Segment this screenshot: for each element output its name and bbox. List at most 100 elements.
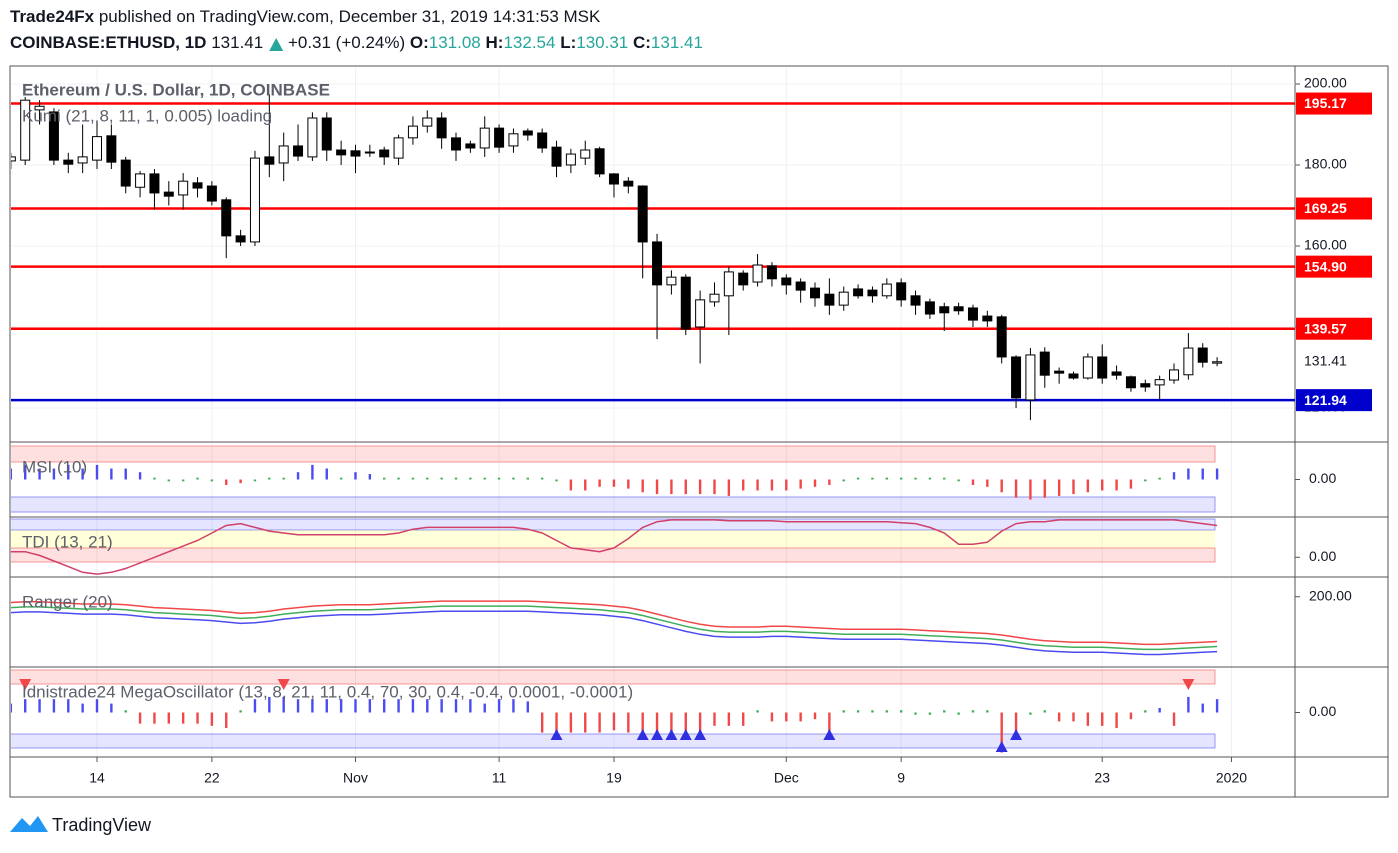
y-tick-label: 0.00: [1309, 470, 1336, 486]
histogram-bar: [138, 712, 142, 724]
candle-body: [178, 180, 189, 196]
histogram-bar: [1201, 468, 1204, 480]
histogram-bar: [986, 479, 989, 487]
candle-body: [63, 159, 74, 165]
candle-body: [393, 137, 404, 159]
histogram-bar: [497, 699, 501, 713]
histogram-bar: [526, 477, 530, 480]
sell-signal: [1182, 679, 1195, 690]
level-label: 121.94: [1304, 392, 1347, 408]
candle-body: [666, 276, 677, 286]
histogram-bar: [1072, 479, 1075, 495]
level-band: [11, 445, 1216, 463]
candle-body: [451, 137, 462, 151]
candle-body: [637, 185, 648, 243]
histogram-bar: [1000, 712, 1003, 753]
candle-body: [1125, 376, 1136, 389]
candle-body: [336, 149, 347, 156]
candle-body: [608, 173, 619, 185]
histogram-bar: [296, 472, 300, 480]
histogram-bar: [196, 477, 199, 480]
candle-body: [766, 265, 777, 280]
histogram-bar: [124, 710, 127, 713]
candle-body: [508, 133, 519, 147]
level-label-box: [1296, 92, 1372, 115]
histogram-bar: [555, 479, 558, 482]
histogram-bar: [1144, 479, 1147, 482]
indicator-label: MSI (10): [22, 457, 87, 476]
candle-body: [953, 306, 964, 312]
histogram-bar: [469, 477, 472, 480]
histogram-bar: [727, 479, 731, 496]
logo: TradingView: [10, 815, 152, 835]
histogram-bar: [785, 479, 788, 491]
last-price: 131.41: [211, 33, 263, 52]
histogram-bar: [899, 710, 903, 713]
histogram-bar: [95, 464, 99, 480]
histogram-bar: [928, 712, 932, 715]
histogram-bar: [899, 477, 903, 480]
histogram-bar: [641, 712, 644, 737]
level-band: [11, 518, 1216, 531]
histogram-bar: [81, 468, 84, 480]
histogram-bar: [856, 710, 860, 713]
candle-body: [479, 127, 490, 149]
histogram-bar: [483, 703, 486, 713]
buy-signal: [651, 729, 664, 740]
last-price-box: [1296, 351, 1372, 372]
candle-body: [135, 173, 146, 188]
y-tick-label: 200.00: [1309, 587, 1352, 603]
histogram-bar: [756, 479, 759, 491]
x-tick-label: Nov: [343, 770, 368, 786]
candle-body: [350, 150, 361, 157]
histogram-bar: [598, 479, 601, 487]
candle-body: [623, 180, 634, 187]
buy-signal: [995, 741, 1008, 752]
histogram-bar: [1115, 712, 1118, 729]
candle-body: [924, 301, 935, 315]
histogram-bar: [11, 468, 13, 480]
histogram-bar: [225, 712, 228, 729]
histogram-bar: [383, 477, 386, 480]
candle-body: [149, 173, 160, 194]
histogram-bar: [225, 479, 228, 485]
histogram-bar: [1187, 468, 1190, 480]
histogram-bar: [971, 710, 975, 713]
histogram-bar: [943, 710, 946, 713]
candle-body: [996, 316, 1007, 358]
candle-body: [163, 191, 174, 197]
candle-body: [1154, 379, 1165, 386]
histogram-bar: [612, 479, 616, 487]
histogram-bar: [110, 468, 113, 480]
buy-signal: [823, 729, 836, 740]
histogram-bar: [1129, 712, 1133, 720]
histogram-bar: [24, 464, 27, 480]
histogram-bar: [1000, 479, 1003, 493]
author: Trade24Fx: [10, 7, 95, 26]
histogram-bar: [181, 479, 185, 482]
candle-body: [1212, 361, 1223, 364]
symbol: COINBASE:ETHUSD, 1D: [10, 33, 206, 52]
histogram-bar: [81, 703, 84, 713]
histogram-bar: [339, 477, 343, 480]
histogram-bar: [110, 703, 113, 713]
histogram-bar: [124, 468, 127, 480]
histogram-bar: [1014, 712, 1018, 740]
candle-body: [1068, 373, 1079, 379]
histogram-bar: [957, 712, 960, 715]
candle-body: [249, 157, 260, 243]
candle-body: [278, 145, 289, 164]
histogram-bar: [239, 710, 242, 713]
histogram-bar: [67, 699, 70, 713]
candle-body: [1097, 356, 1108, 379]
histogram-bar: [325, 699, 328, 713]
change: +0.31 (+0.24%): [288, 33, 405, 52]
plot-area: [11, 67, 1295, 757]
candle-body: [551, 146, 562, 167]
l-label: L:: [560, 33, 576, 52]
histogram-bar: [325, 468, 328, 480]
histogram-bar: [1215, 699, 1219, 713]
candle-body: [77, 156, 88, 164]
histogram-bar: [52, 699, 56, 713]
level-band: [11, 669, 1216, 685]
